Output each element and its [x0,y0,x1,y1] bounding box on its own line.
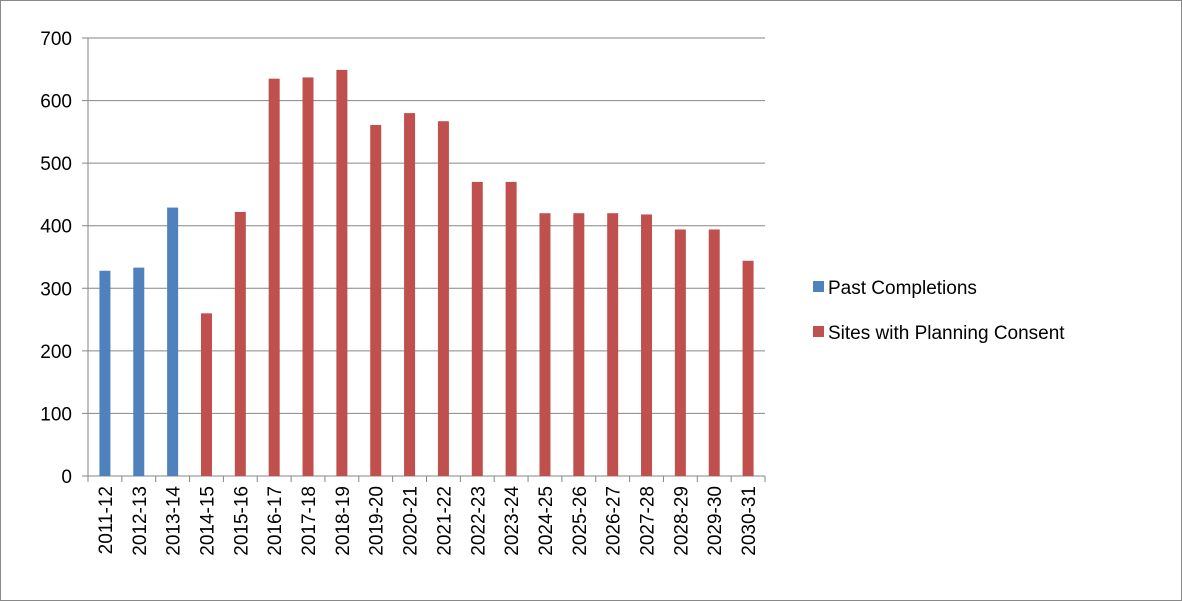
bar [641,214,653,477]
x-tick-label: 2026-27 [604,486,625,556]
x-tick-label: 2013-14 [164,486,185,556]
x-tick-label: 2023-24 [502,486,523,556]
legend-label: Past Completions [828,278,977,299]
x-tick-label: 2024-25 [536,486,557,556]
x-tick-label: 2030-31 [739,486,760,556]
bar [539,213,551,476]
y-tick-label: 600 [40,92,72,113]
x-tick-label: 2016-17 [265,486,286,556]
x-tick-label: 2028-29 [671,486,692,556]
x-tick-label: 2019-20 [367,486,388,556]
bar [471,181,483,476]
bar [742,260,754,476]
bar [133,267,145,476]
bar [268,78,280,477]
legend-label: Sites with Planning Consent [828,323,1065,344]
bar [370,124,382,476]
x-tick-label: 2022-23 [468,486,489,556]
bar [234,211,246,476]
x-tick-label: 2011-12 [96,486,117,554]
bar [336,69,348,476]
y-tick-label: 100 [40,404,72,425]
y-tick-label: 0 [61,467,72,488]
legend-swatch [813,281,824,292]
y-tick-label: 700 [40,29,72,50]
bar [437,121,449,476]
bar [674,229,686,476]
x-tick-label: 2012-13 [130,486,151,556]
legend-swatch [813,326,824,337]
x-tick-label: 2020-21 [401,486,422,556]
bar [404,113,416,476]
y-tick-label: 300 [40,279,72,300]
x-tick-label: 2021-22 [434,486,455,556]
bar [200,313,212,476]
bar [607,213,619,476]
bar [505,181,517,476]
bar [302,77,314,477]
y-tick-label: 500 [40,154,72,175]
x-tick-label: 2014-15 [197,486,218,556]
x-tick-label: 2015-16 [231,486,252,556]
x-tick-label: 2029-30 [705,486,726,556]
y-tick-label: 200 [40,342,72,363]
x-tick-label: 2025-26 [570,486,591,556]
bar [99,270,111,476]
bar [167,207,179,476]
x-tick-label: 2017-18 [299,486,320,556]
x-tick-label: 2027-28 [638,486,659,556]
y-tick-label: 400 [40,217,72,238]
bar [708,229,720,476]
bar [573,213,585,476]
x-tick-label: 2018-19 [333,486,354,556]
